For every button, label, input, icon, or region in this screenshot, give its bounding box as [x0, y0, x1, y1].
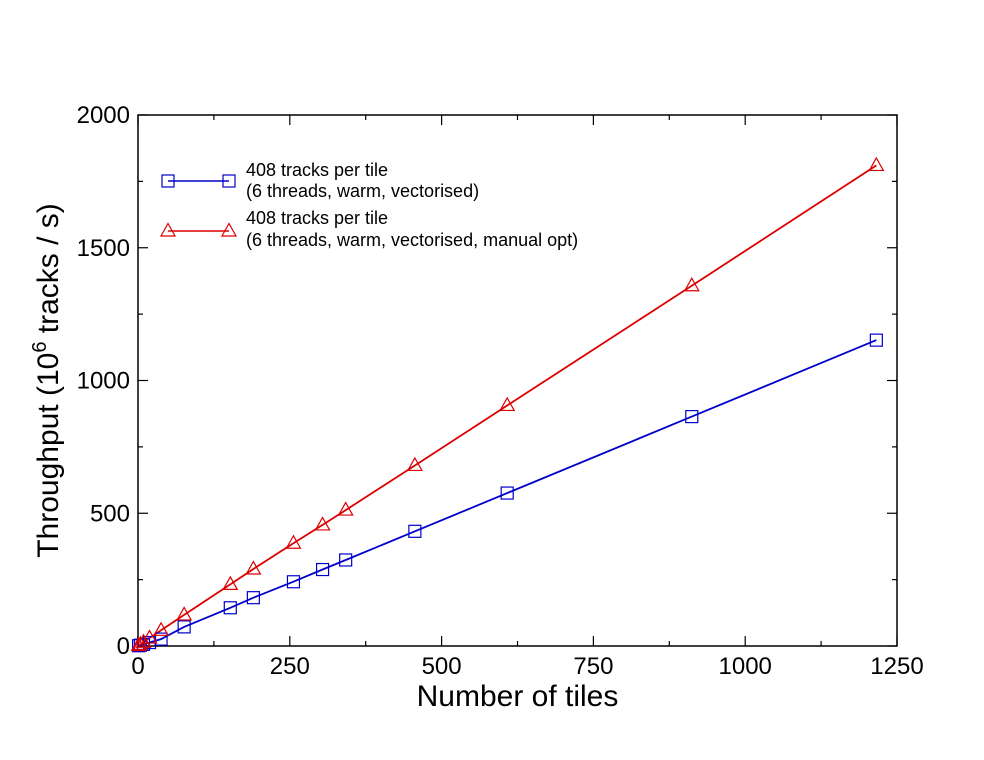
- legend-label-red-line1: 408 tracks per tile: [246, 208, 388, 228]
- legend: 408 tracks per tile (6 threads, warm, ve…: [159, 160, 578, 250]
- data-point-square: [869, 333, 883, 347]
- data-point-square: [408, 524, 422, 538]
- axis-ticks: 0 250 500 750 1000 1250 0 500 1000 1500 2000: [77, 102, 924, 680]
- legend-label-blue-line2: (6 threads, warm, vectorised): [246, 181, 479, 201]
- x-tick-label: 250: [270, 653, 310, 680]
- data-point-square: [223, 601, 237, 615]
- y-tick-label: 1500: [77, 235, 130, 262]
- y-tick-label: 2000: [77, 102, 130, 129]
- legend-marker-blue-left: [161, 174, 175, 188]
- series-line-square: [138, 339, 877, 647]
- data-point-triangle: [683, 276, 700, 292]
- y-tick-label: 0: [117, 633, 130, 660]
- x-tick-label: 500: [422, 653, 462, 680]
- y-axis-title-exponent: 6: [29, 342, 51, 353]
- x-tick-label: 750: [573, 653, 613, 680]
- data-point-triangle: [130, 636, 147, 652]
- data-point-triangle: [314, 516, 331, 531]
- legend-marker-blue-right: [222, 174, 236, 188]
- series-line-triangle: [138, 164, 877, 647]
- series-lines: [138, 164, 877, 647]
- data-point-triangle: [245, 560, 262, 575]
- data-point-triangle: [868, 156, 885, 172]
- data-point-square: [246, 591, 260, 605]
- data-point-triangle: [499, 396, 516, 412]
- data-point-square: [685, 410, 699, 424]
- legend-marker-red-right: [220, 222, 238, 237]
- data-point-square: [339, 553, 353, 567]
- data-point-triangle: [222, 575, 239, 591]
- data-point-square: [286, 575, 301, 589]
- legend-marker-red-left: [159, 222, 177, 237]
- data-point-square: [177, 620, 191, 634]
- data-point-square: [315, 562, 330, 577]
- y-tick-label: 500: [90, 500, 130, 527]
- legend-label-red-line2: (6 threads, warm, vectorised, manual opt…: [246, 230, 578, 250]
- data-point-triangle: [406, 456, 423, 472]
- x-axis-title: Number of tiles: [417, 680, 619, 713]
- x-tick-label: 1250: [870, 653, 923, 680]
- y-axis-title-prefix: Throughput (10: [32, 353, 65, 558]
- data-point-triangle: [337, 501, 354, 516]
- series-markers: [130, 156, 885, 653]
- x-tick-label: 0: [131, 653, 144, 680]
- data-point-triangle: [141, 629, 158, 644]
- y-tick-label: 1000: [77, 368, 130, 395]
- data-point-square: [154, 632, 168, 646]
- data-point-triangle: [285, 534, 302, 549]
- data-point-square: [500, 486, 514, 500]
- data-point-triangle: [176, 606, 193, 621]
- legend-label-blue-line1: 408 tracks per tile: [246, 160, 388, 180]
- data-point-triangle: [153, 621, 170, 636]
- y-axis-title: Throughput (106 tracks / s): [29, 203, 65, 558]
- y-axis-title-suffix: tracks / s): [32, 203, 65, 341]
- x-tick-label: 1000: [719, 653, 772, 680]
- data-point-triangle: [135, 633, 152, 648]
